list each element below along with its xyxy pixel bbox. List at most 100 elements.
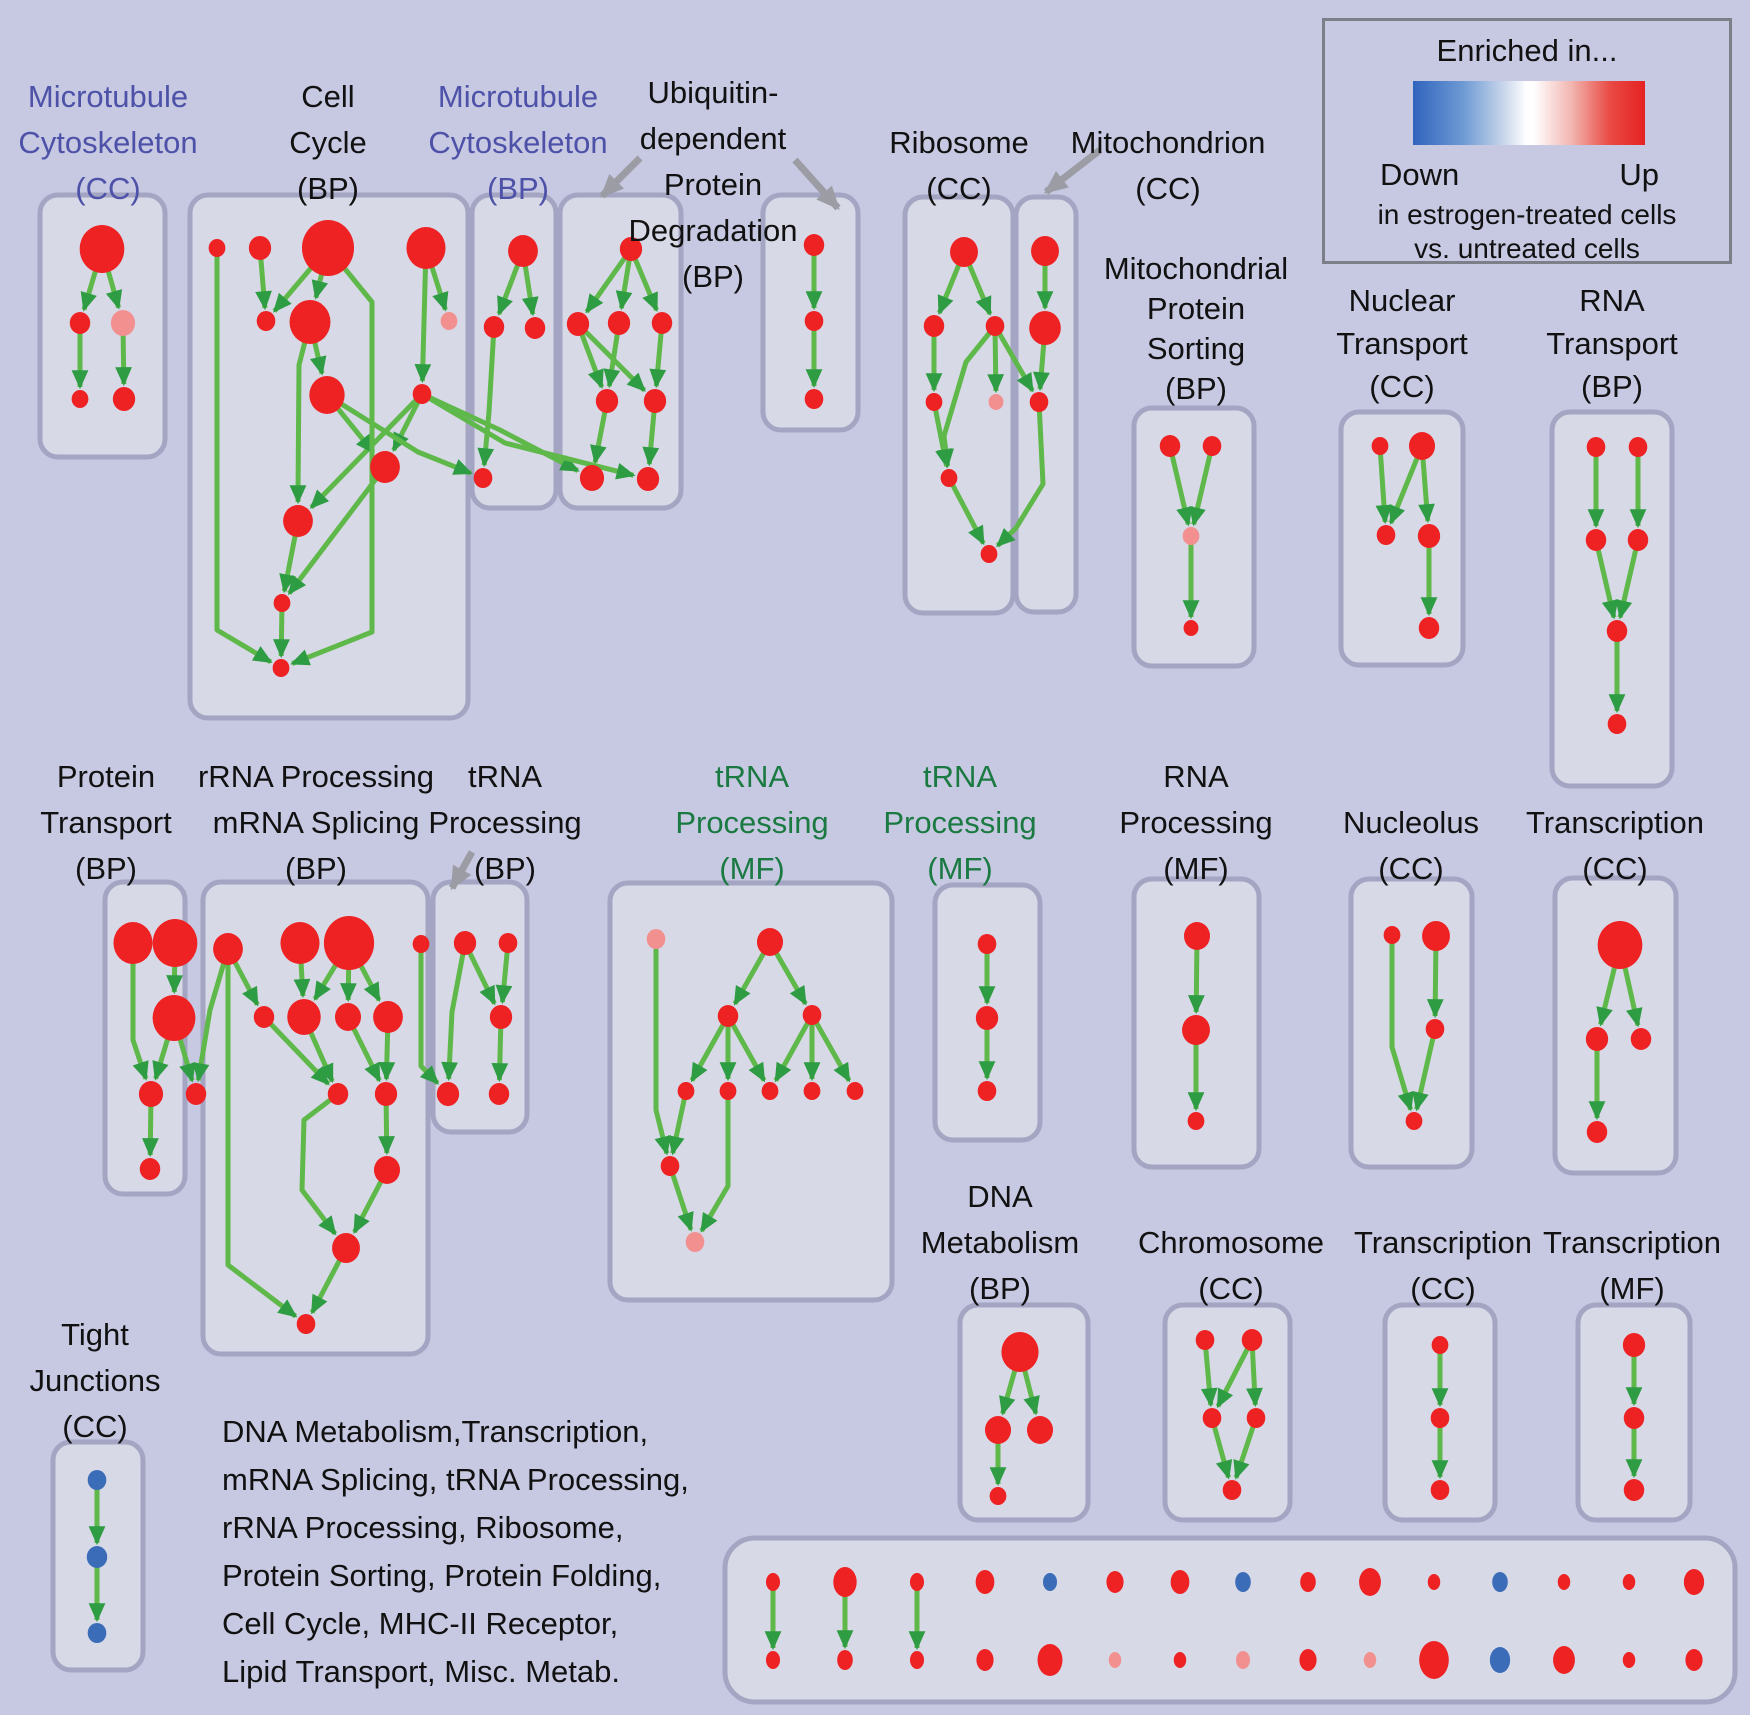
go-term-node	[71, 390, 89, 408]
go-term-node	[804, 389, 824, 409]
go-term-node	[1042, 1573, 1058, 1591]
go-term-node	[660, 1156, 680, 1176]
go-term-node	[323, 916, 375, 970]
edge-arrow	[1412, 1028, 1438, 1112]
legend-down-label: Down	[1380, 157, 1460, 192]
group-label-tight-junctions-line1: Tight	[61, 1317, 129, 1352]
go-term-node	[923, 315, 945, 337]
go-term-node	[272, 659, 290, 677]
go-term-node	[1419, 1641, 1449, 1679]
go-term-node	[1170, 1570, 1190, 1594]
go-term-node	[412, 384, 432, 404]
group-label-ubiq1-line4: Degradation	[628, 213, 798, 248]
group-label-prot-transport-line1: Protein	[56, 759, 156, 794]
group-label-cell-cycle-line2: Cycle	[289, 125, 367, 160]
group-label-trna-bp-line2: Processing	[428, 805, 582, 840]
group-label-trna-mf1-line1: tRNA	[714, 759, 790, 794]
edge-arrow	[653, 939, 671, 1156]
label-pointer-arrows	[448, 147, 1103, 891]
edge-arrow	[441, 942, 468, 1082]
go-term-node	[1683, 1569, 1705, 1595]
go-term-node	[1299, 1649, 1317, 1671]
go-term-node	[1597, 921, 1643, 969]
go-term-node	[1585, 1027, 1609, 1051]
go-term-node	[1159, 435, 1181, 457]
go-term-node	[110, 310, 136, 336]
group-label-mt-cc-line3: (CC)	[75, 171, 141, 206]
go-term-node	[1427, 1574, 1441, 1590]
edge-arrow	[667, 1165, 694, 1232]
go-term-node	[719, 1082, 737, 1100]
go-term-node	[643, 389, 667, 413]
group-label-mito-sort-line3: Sorting	[1146, 331, 1246, 366]
group-label-dna-metab-line3: (BP)	[969, 1271, 1031, 1306]
go-term-node	[248, 236, 272, 260]
go-term-node	[646, 929, 666, 949]
edge-arrow	[1215, 1338, 1255, 1409]
group-label-ubiq1-line5: (BP)	[682, 259, 744, 294]
go-term-node	[113, 922, 153, 964]
go-term-node	[607, 311, 631, 335]
go-term-node	[1029, 311, 1061, 345]
edge-arrow	[725, 1014, 767, 1083]
go-term-node	[1371, 437, 1389, 455]
edge-arrow	[576, 322, 647, 393]
go-term-node	[1173, 1652, 1187, 1668]
edge-arrow	[1615, 539, 1641, 620]
go-term-node	[984, 1416, 1012, 1444]
go-term-node	[79, 225, 125, 273]
group-box-chromosome	[1162, 1302, 1293, 1523]
group-label-transcription-mf-line2: (MF)	[1599, 1271, 1665, 1306]
go-term-node	[69, 312, 91, 334]
go-term-node	[1585, 529, 1607, 551]
group-label-transcription-mf-line1: Transcription	[1542, 1225, 1722, 1260]
go-term-node	[846, 1082, 864, 1100]
group-label-rna-mf-line2: Processing	[1119, 805, 1273, 840]
edge-arrow	[1233, 1417, 1259, 1480]
go-term-node	[1425, 1019, 1445, 1039]
go-term-node	[619, 237, 643, 261]
edge-arrow	[987, 325, 1005, 394]
go-term-node	[989, 1487, 1007, 1505]
go-term-node	[1376, 525, 1396, 545]
edge-arrow	[1200, 1339, 1218, 1408]
go-term-node	[975, 1006, 999, 1030]
go-term-node	[651, 312, 673, 334]
group-label-nucleolus-line2: (CC)	[1378, 851, 1444, 886]
group-label-mt-bp-line1: Microtubule	[437, 79, 599, 114]
group-label-ubiq1-line3: Protein	[663, 167, 763, 202]
footnote-line-5: Cell Cycle, MHC-II Receptor,	[222, 1606, 619, 1641]
go-term-node	[761, 1082, 779, 1100]
go-term-node	[374, 1082, 398, 1106]
go-term-node	[975, 1570, 995, 1594]
go-term-node	[985, 316, 1005, 336]
go-term-node	[1187, 1112, 1205, 1130]
go-term-node	[1623, 1479, 1645, 1501]
group-label-nucleolus-line1: Nucleolus	[1342, 805, 1480, 840]
go-term-node	[1422, 921, 1450, 951]
go-term-node	[1628, 437, 1648, 457]
go-term-node	[940, 469, 958, 487]
legend-color-gradient-bar	[1413, 81, 1645, 145]
label-pointer-arrow	[448, 850, 476, 891]
go-term-node	[327, 1083, 349, 1105]
group-label-mito-sort-line4: (BP)	[1165, 371, 1227, 406]
label-pointer-arrow	[599, 155, 643, 199]
network-nodes	[69, 220, 1705, 1679]
group-label-trna-mf2-line2: Processing	[883, 805, 1037, 840]
edge-arrow	[937, 324, 997, 469]
group-label-rna-mf-line1: RNA	[1163, 759, 1229, 794]
go-term-node	[289, 300, 331, 344]
go-term-node	[1606, 620, 1628, 642]
go-term-node	[1363, 1652, 1377, 1668]
group-label-transcription-cc-bot-line2: (CC)	[1410, 1271, 1476, 1306]
go-term-node	[453, 931, 477, 955]
label-pointer-arrow	[792, 157, 841, 211]
legend-up-label: Up	[1619, 157, 1659, 192]
go-term-node	[980, 545, 998, 563]
group-label-cell-cycle-line3: (BP)	[297, 171, 359, 206]
go-term-node	[1195, 1330, 1215, 1350]
group-label-mito-sort-line2: Protein	[1146, 291, 1246, 326]
